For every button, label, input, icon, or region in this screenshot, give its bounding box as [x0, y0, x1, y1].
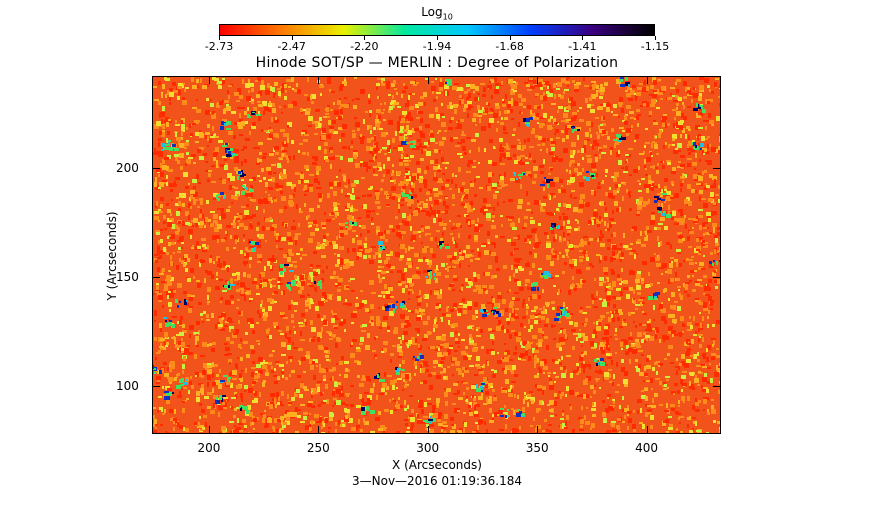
x-tick-label: 350 [525, 441, 549, 455]
x-tick [208, 426, 210, 434]
colorbar-tick-label: -1.41 [568, 40, 597, 53]
x-axis-title: X (Arcseconds) [392, 458, 482, 472]
polarization-map-image [153, 77, 720, 433]
x-tick-label: 250 [306, 441, 330, 455]
y-tick [152, 167, 160, 169]
colorbar-tick [219, 36, 220, 40]
colorbar-title: Log10 [421, 5, 453, 22]
colorbar-tick [291, 36, 293, 40]
colorbar-tick-label: -1.94 [422, 40, 452, 53]
colorbar [219, 24, 655, 36]
plot-title: Hinode SOT/SP — MERLIN : Degree of Polar… [255, 55, 619, 71]
y-axis-title: Y (Arcseconds) [105, 211, 119, 301]
y-tick [713, 276, 721, 278]
colorbar-tick-label: -2.20 [350, 40, 379, 53]
y-tick [152, 276, 160, 278]
colorbar-tick [364, 36, 366, 40]
x-tick [318, 426, 320, 434]
y-tick-label: 150 [116, 269, 139, 284]
timestamp: 3—Nov—2016 01:19:36.184 [351, 474, 523, 488]
y-tick [152, 385, 160, 387]
x-tick [208, 76, 210, 84]
x-tick [427, 76, 429, 84]
colorbar-tick [655, 36, 656, 40]
x-tick [646, 76, 648, 84]
x-tick [646, 426, 648, 434]
x-tick [537, 426, 539, 434]
y-tick [713, 167, 721, 169]
y-tick-label: 100 [116, 378, 139, 393]
colorbar-tick [437, 36, 438, 40]
y-tick [713, 385, 721, 387]
colorbar-tick-label: -1.15 [640, 40, 670, 53]
x-tick-label: 200 [197, 441, 221, 455]
polarization-map [152, 76, 721, 434]
colorbar-tick-label: -2.47 [277, 40, 306, 53]
x-tick-label: 400 [635, 441, 659, 455]
colorbar-tick [509, 36, 511, 40]
colorbar-tick [582, 36, 584, 40]
colorbar-tick-label: -1.68 [495, 40, 524, 53]
x-tick [537, 76, 539, 84]
y-tick-label: 200 [116, 160, 139, 175]
x-tick-label: 300 [416, 441, 440, 455]
colorbar-tick-label: -2.73 [204, 40, 234, 53]
x-tick [318, 76, 320, 84]
x-tick [427, 426, 429, 434]
